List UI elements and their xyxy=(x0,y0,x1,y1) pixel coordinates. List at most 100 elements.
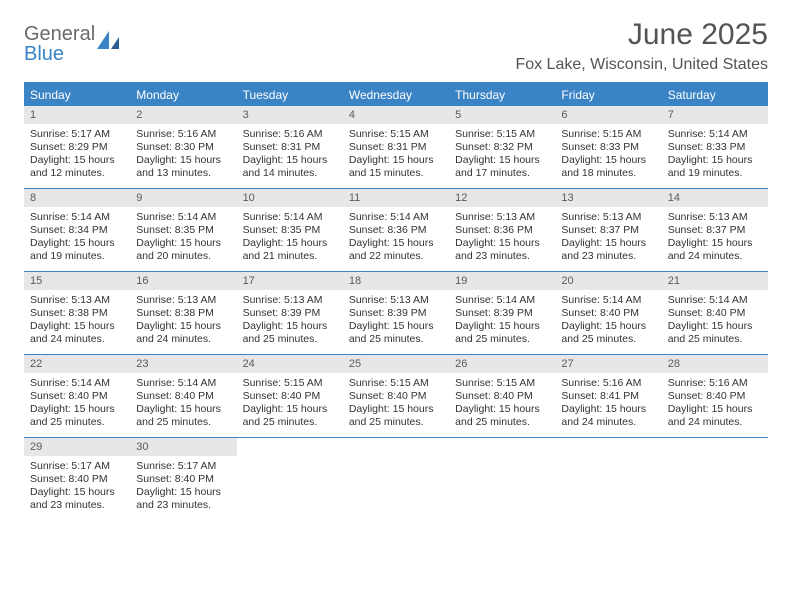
day-number: 11 xyxy=(343,189,449,207)
day-info-line: Sunset: 8:33 PM xyxy=(668,141,762,154)
day-cell: 1Sunrise: 5:17 AMSunset: 8:29 PMDaylight… xyxy=(24,106,130,188)
day-info-line: and 23 minutes. xyxy=(136,499,230,512)
day-cell: 23Sunrise: 5:14 AMSunset: 8:40 PMDayligh… xyxy=(130,355,236,437)
logo: General Blue xyxy=(24,24,123,64)
day-number: 16 xyxy=(130,272,236,290)
day-info-line: Daylight: 15 hours xyxy=(668,320,762,333)
header-row: General Blue June 2025 Fox Lake, Wiscons… xyxy=(24,18,768,74)
day-info: Sunrise: 5:13 AMSunset: 8:37 PMDaylight:… xyxy=(662,207,768,271)
day-info-line: Sunset: 8:30 PM xyxy=(136,141,230,154)
title-block: June 2025 Fox Lake, Wisconsin, United St… xyxy=(515,18,768,74)
day-info-line: Sunset: 8:37 PM xyxy=(561,224,655,237)
day-info-line: and 24 minutes. xyxy=(561,416,655,429)
day-number: 15 xyxy=(24,272,130,290)
day-info: Sunrise: 5:14 AMSunset: 8:35 PMDaylight:… xyxy=(130,207,236,271)
day-info-line: Sunrise: 5:13 AM xyxy=(136,294,230,307)
day-info-line: Sunrise: 5:14 AM xyxy=(668,128,762,141)
day-number: 25 xyxy=(343,355,449,373)
day-info-line: Sunrise: 5:16 AM xyxy=(136,128,230,141)
day-info: Sunrise: 5:15 AMSunset: 8:31 PMDaylight:… xyxy=(343,124,449,188)
day-info: Sunrise: 5:13 AMSunset: 8:36 PMDaylight:… xyxy=(449,207,555,271)
day-info: Sunrise: 5:16 AMSunset: 8:31 PMDaylight:… xyxy=(237,124,343,188)
day-number: 3 xyxy=(237,106,343,124)
day-info-line: Sunset: 8:40 PM xyxy=(136,390,230,403)
day-info-line: and 17 minutes. xyxy=(455,167,549,180)
day-cell: 26Sunrise: 5:15 AMSunset: 8:40 PMDayligh… xyxy=(449,355,555,437)
day-info-line: Sunset: 8:38 PM xyxy=(136,307,230,320)
day-info: Sunrise: 5:15 AMSunset: 8:40 PMDaylight:… xyxy=(449,373,555,437)
day-info-line: Daylight: 15 hours xyxy=(243,237,337,250)
day-cell xyxy=(662,438,768,520)
day-info-line: Sunrise: 5:14 AM xyxy=(136,377,230,390)
day-info-line: Daylight: 15 hours xyxy=(455,320,549,333)
day-info-line: Sunrise: 5:14 AM xyxy=(243,211,337,224)
day-info-line: Daylight: 15 hours xyxy=(349,403,443,416)
day-info-line: and 12 minutes. xyxy=(30,167,124,180)
day-cell: 15Sunrise: 5:13 AMSunset: 8:38 PMDayligh… xyxy=(24,272,130,354)
day-info: Sunrise: 5:14 AMSunset: 8:33 PMDaylight:… xyxy=(662,124,768,188)
day-number: 1 xyxy=(24,106,130,124)
day-info-line: Sunrise: 5:15 AM xyxy=(561,128,655,141)
day-info-line: and 25 minutes. xyxy=(455,333,549,346)
day-info-line: Daylight: 15 hours xyxy=(668,237,762,250)
day-info-line: Sunrise: 5:15 AM xyxy=(243,377,337,390)
day-cell xyxy=(237,438,343,520)
day-info-line: and 25 minutes. xyxy=(30,416,124,429)
day-info-line: and 15 minutes. xyxy=(349,167,443,180)
day-info-line: Daylight: 15 hours xyxy=(561,320,655,333)
day-info-line: and 24 minutes. xyxy=(668,250,762,263)
day-number: 28 xyxy=(662,355,768,373)
day-info: Sunrise: 5:14 AMSunset: 8:39 PMDaylight:… xyxy=(449,290,555,354)
day-info: Sunrise: 5:14 AMSunset: 8:40 PMDaylight:… xyxy=(24,373,130,437)
day-info-line: and 20 minutes. xyxy=(136,250,230,263)
week-row: 8Sunrise: 5:14 AMSunset: 8:34 PMDaylight… xyxy=(24,189,768,272)
day-number: 26 xyxy=(449,355,555,373)
day-number: 17 xyxy=(237,272,343,290)
week-row: 15Sunrise: 5:13 AMSunset: 8:38 PMDayligh… xyxy=(24,272,768,355)
day-info-line: Sunrise: 5:14 AM xyxy=(668,294,762,307)
day-info-line: Sunrise: 5:17 AM xyxy=(30,460,124,473)
day-info: Sunrise: 5:16 AMSunset: 8:41 PMDaylight:… xyxy=(555,373,661,437)
day-cell: 4Sunrise: 5:15 AMSunset: 8:31 PMDaylight… xyxy=(343,106,449,188)
day-info-line: and 24 minutes. xyxy=(668,416,762,429)
day-info-line: and 25 minutes. xyxy=(243,333,337,346)
calendar-page: General Blue June 2025 Fox Lake, Wiscons… xyxy=(0,0,792,544)
day-cell: 16Sunrise: 5:13 AMSunset: 8:38 PMDayligh… xyxy=(130,272,236,354)
day-info-line: Daylight: 15 hours xyxy=(243,320,337,333)
day-info-line: and 19 minutes. xyxy=(668,167,762,180)
day-info: Sunrise: 5:13 AMSunset: 8:38 PMDaylight:… xyxy=(130,290,236,354)
day-header: Friday xyxy=(555,84,661,106)
day-number: 30 xyxy=(130,438,236,456)
day-info-line: Sunset: 8:34 PM xyxy=(30,224,124,237)
day-cell: 10Sunrise: 5:14 AMSunset: 8:35 PMDayligh… xyxy=(237,189,343,271)
day-info-line: and 23 minutes. xyxy=(561,250,655,263)
day-info: Sunrise: 5:13 AMSunset: 8:37 PMDaylight:… xyxy=(555,207,661,271)
day-info-line: Sunrise: 5:13 AM xyxy=(349,294,443,307)
day-info-line: Daylight: 15 hours xyxy=(243,154,337,167)
day-number: 7 xyxy=(662,106,768,124)
day-info-line: Sunrise: 5:13 AM xyxy=(668,211,762,224)
day-number: 24 xyxy=(237,355,343,373)
day-info-line: Daylight: 15 hours xyxy=(561,237,655,250)
day-info-line: Sunset: 8:39 PM xyxy=(455,307,549,320)
day-info-line: Daylight: 15 hours xyxy=(30,320,124,333)
day-number: 12 xyxy=(449,189,555,207)
day-info-line: and 13 minutes. xyxy=(136,167,230,180)
day-info-line: and 24 minutes. xyxy=(136,333,230,346)
logo-text-blue: Blue xyxy=(24,44,95,64)
logo-sail-icon xyxy=(95,27,123,55)
day-info-line: Daylight: 15 hours xyxy=(349,237,443,250)
calendar-grid: SundayMondayTuesdayWednesdayThursdayFrid… xyxy=(24,82,768,520)
day-number: 21 xyxy=(662,272,768,290)
day-info: Sunrise: 5:17 AMSunset: 8:40 PMDaylight:… xyxy=(130,456,236,520)
day-cell: 5Sunrise: 5:15 AMSunset: 8:32 PMDaylight… xyxy=(449,106,555,188)
day-info: Sunrise: 5:13 AMSunset: 8:38 PMDaylight:… xyxy=(24,290,130,354)
day-info-line: Daylight: 15 hours xyxy=(30,403,124,416)
day-header: Thursday xyxy=(449,84,555,106)
logo-text-general: General xyxy=(24,24,95,44)
day-cell: 9Sunrise: 5:14 AMSunset: 8:35 PMDaylight… xyxy=(130,189,236,271)
day-info-line: Sunrise: 5:16 AM xyxy=(243,128,337,141)
day-info-line: Daylight: 15 hours xyxy=(136,403,230,416)
day-cell: 19Sunrise: 5:14 AMSunset: 8:39 PMDayligh… xyxy=(449,272,555,354)
day-cell: 7Sunrise: 5:14 AMSunset: 8:33 PMDaylight… xyxy=(662,106,768,188)
